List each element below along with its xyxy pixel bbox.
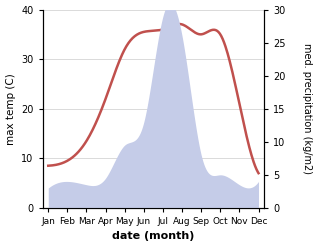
Y-axis label: med. precipitation (kg/m2): med. precipitation (kg/m2) (302, 43, 313, 174)
X-axis label: date (month): date (month) (112, 231, 195, 242)
Y-axis label: max temp (C): max temp (C) (5, 73, 16, 144)
